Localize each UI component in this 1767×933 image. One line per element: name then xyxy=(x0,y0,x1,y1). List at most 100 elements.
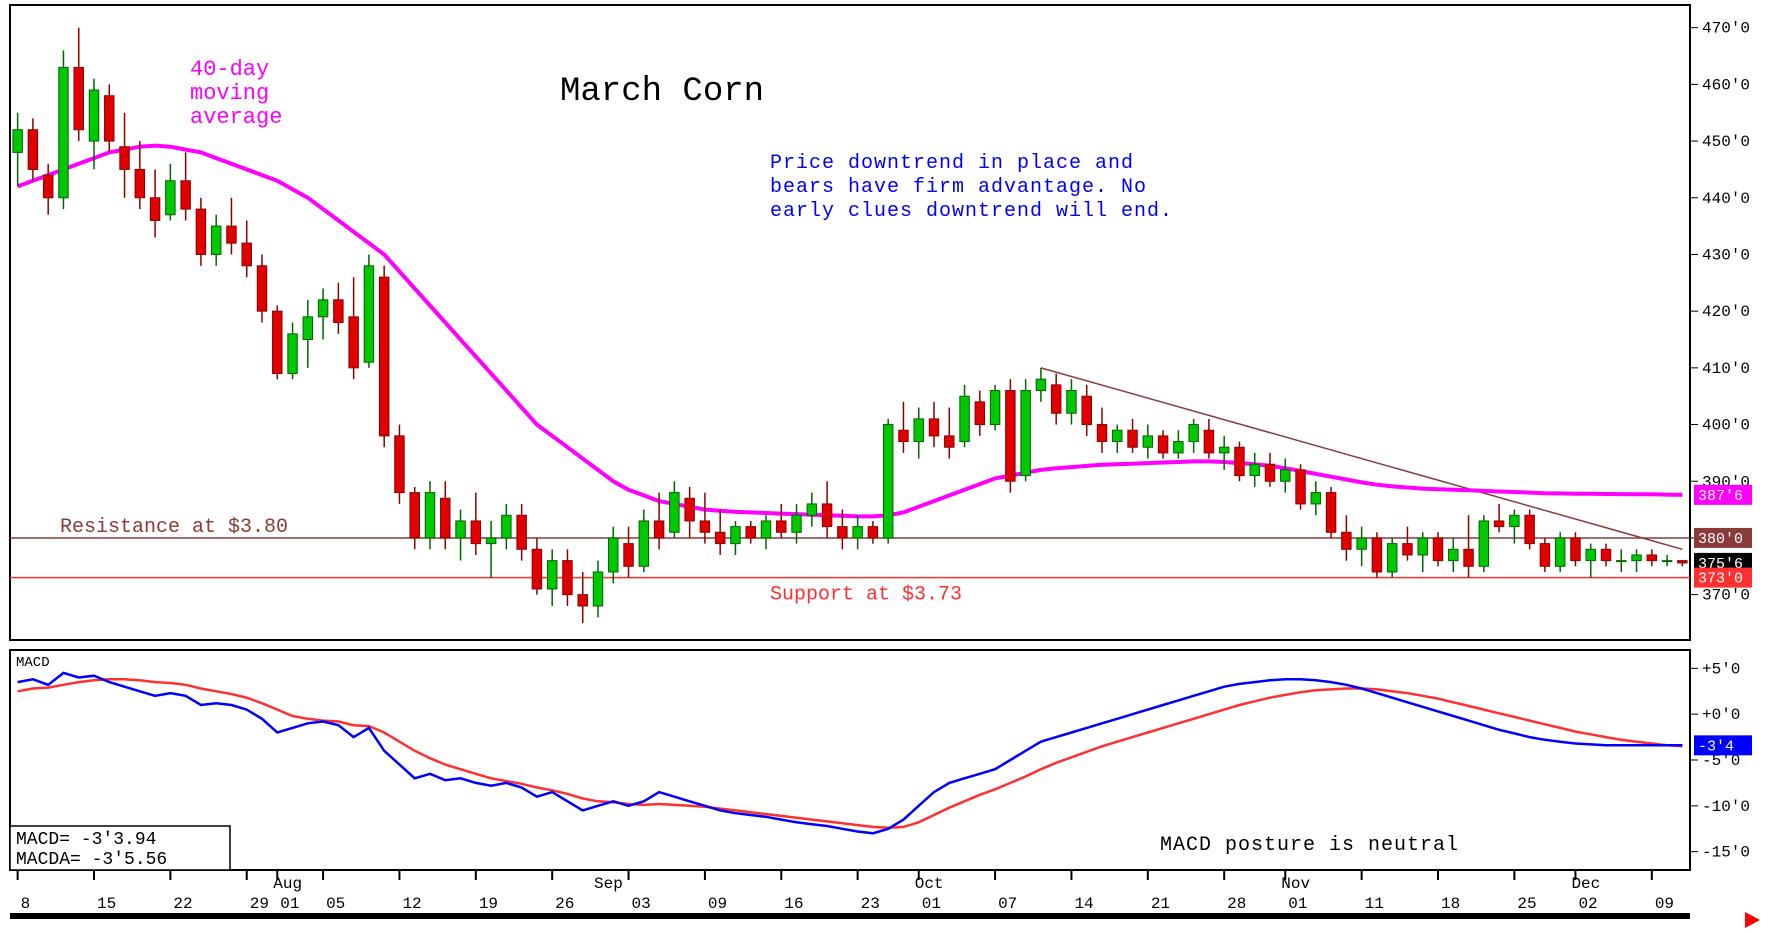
xaxis-tick-label: 16 xyxy=(784,895,803,913)
resistance-label: Resistance at $3.80 xyxy=(60,516,288,539)
xaxis-tick-label: 18 xyxy=(1441,895,1460,913)
candle xyxy=(196,209,205,254)
candle xyxy=(1678,561,1687,563)
macd-signal-line xyxy=(18,679,1683,828)
xaxis-tick-label: 22 xyxy=(173,895,192,913)
price-badge-label: 380'0 xyxy=(1698,531,1743,548)
candle xyxy=(120,147,129,170)
candle xyxy=(441,498,450,538)
candle xyxy=(1051,385,1060,413)
candle xyxy=(242,243,251,266)
candle xyxy=(28,130,37,170)
candle xyxy=(227,226,236,243)
candle xyxy=(1097,425,1106,442)
xaxis-tick-label: 23 xyxy=(861,895,880,913)
candle xyxy=(624,544,633,567)
candle xyxy=(945,436,954,447)
xaxis-tick-label: 01 xyxy=(1288,895,1307,913)
commentary-text: Price downtrend in place and xyxy=(770,152,1134,175)
candle xyxy=(456,521,465,538)
xaxis-tick-label: 09 xyxy=(708,895,727,913)
candle xyxy=(1632,555,1641,561)
candle xyxy=(43,175,52,198)
candle xyxy=(593,572,602,606)
candle xyxy=(1418,538,1427,555)
candle xyxy=(777,521,786,532)
xaxis-tick-label: 07 xyxy=(998,895,1017,913)
candle xyxy=(731,527,740,544)
downtrend-line xyxy=(1041,368,1682,549)
candle xyxy=(1036,379,1045,390)
xaxis-tick-label: 02 xyxy=(1578,895,1597,913)
ma-label: moving xyxy=(190,81,269,106)
candle xyxy=(1219,447,1228,453)
price-ytick-label: 450'0 xyxy=(1702,133,1750,151)
candle xyxy=(1479,521,1488,566)
candle xyxy=(1387,544,1396,572)
xaxis-tick-label: 8 xyxy=(21,895,31,913)
candle xyxy=(1494,521,1503,527)
price-badge-label: -3'4 xyxy=(1698,738,1734,755)
price-ytick-label: 370'0 xyxy=(1702,587,1750,605)
xaxis-tick-label: 05 xyxy=(326,895,345,913)
candle xyxy=(609,538,618,572)
candle xyxy=(211,226,220,254)
price-ytick-label: 400'0 xyxy=(1702,417,1750,435)
candle xyxy=(715,532,724,543)
xaxis-month-label: Sep xyxy=(594,875,623,893)
candle xyxy=(471,521,480,544)
candle xyxy=(1433,538,1442,561)
candle xyxy=(273,311,282,373)
candle xyxy=(1204,430,1213,453)
candle xyxy=(1662,561,1671,562)
candle xyxy=(975,402,984,425)
candle xyxy=(685,498,694,521)
candle xyxy=(181,181,190,209)
ma-label: 40-day xyxy=(190,57,269,82)
candle xyxy=(425,493,434,538)
candle xyxy=(135,169,144,197)
candle xyxy=(1143,436,1152,447)
candle xyxy=(792,515,801,532)
xaxis-tick-label: 03 xyxy=(632,895,651,913)
candle xyxy=(1617,561,1626,562)
candle xyxy=(1006,391,1015,482)
candle xyxy=(761,521,770,538)
ma-label: average xyxy=(190,105,282,130)
bottom-bar xyxy=(10,913,1690,919)
candle xyxy=(1647,555,1656,561)
macd-posture-label: MACD posture is neutral xyxy=(1160,834,1459,857)
candle xyxy=(578,595,587,606)
candle xyxy=(1464,549,1473,566)
support-label: Support at $3.73 xyxy=(770,584,962,607)
candle xyxy=(89,90,98,141)
macd-ytick-label: +5'0 xyxy=(1702,660,1740,678)
price-ytick-label: 430'0 xyxy=(1702,246,1750,264)
xaxis-tick-label: 14 xyxy=(1074,895,1093,913)
candle xyxy=(349,317,358,368)
xaxis-tick-label: 12 xyxy=(402,895,421,913)
chart-container: 370'0380'0390'0400'0410'0420'0430'0440'0… xyxy=(0,0,1767,933)
back-arrow-icon[interactable] xyxy=(1745,912,1760,928)
candle xyxy=(1235,447,1244,475)
xaxis-tick-label: 21 xyxy=(1151,895,1170,913)
candle xyxy=(1342,532,1351,549)
candle xyxy=(1510,515,1519,526)
candle xyxy=(13,130,22,153)
candle xyxy=(1021,391,1030,476)
candle xyxy=(1326,493,1335,533)
macd-readout-1: MACD= -3'3.94 xyxy=(16,830,156,850)
xaxis-tick-label: 01 xyxy=(280,895,299,913)
candle xyxy=(364,266,373,362)
candle xyxy=(532,549,541,589)
price-ytick-label: 420'0 xyxy=(1702,303,1750,321)
candle xyxy=(807,504,816,515)
commentary-text: early clues downtrend will end. xyxy=(770,200,1173,223)
candle xyxy=(1128,430,1137,447)
candle xyxy=(1067,391,1076,414)
xaxis-tick-label: 29 xyxy=(250,895,269,913)
candle xyxy=(883,425,892,538)
price-ytick-label: 440'0 xyxy=(1702,190,1750,208)
candle xyxy=(1571,538,1580,561)
candle xyxy=(914,419,923,442)
